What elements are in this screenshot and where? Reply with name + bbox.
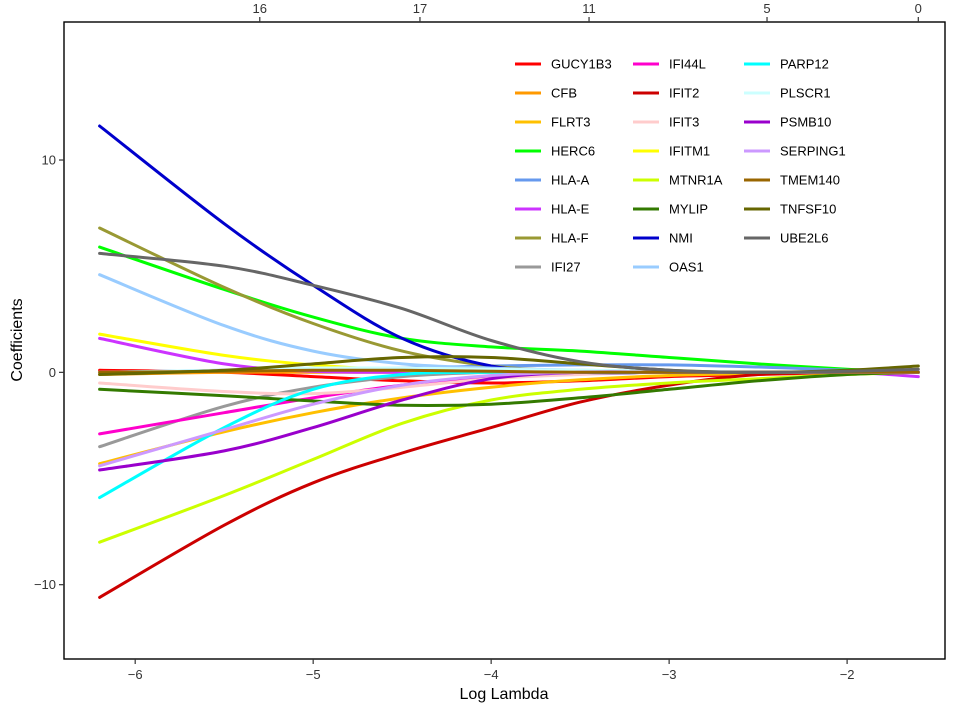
- y-tick-label: −10: [34, 577, 56, 592]
- top-tick-label: 11: [582, 1, 596, 16]
- x-axis-title: Log Lambda: [460, 686, 549, 703]
- series-layer: [98, 124, 920, 599]
- legend-label-ifi44l: IFI44L: [669, 57, 706, 72]
- top-tick-label: 0: [915, 1, 922, 16]
- series-line-ube2l6: [98, 251, 920, 374]
- legend-label-flrt3: FLRT3: [551, 115, 591, 130]
- x-tick-label: −6: [128, 667, 143, 682]
- axis-layer: −6 −5 −4 −3 −2 −10 0 10 16 17 11 5 0: [34, 1, 922, 682]
- legend-label-cfb: CFB: [551, 86, 577, 101]
- x-tick-label: −5: [306, 667, 321, 682]
- y-tick-label: 10: [42, 153, 56, 168]
- top-tick-label: 16: [253, 1, 267, 16]
- y-axis-title: Coefficients: [9, 298, 26, 381]
- legend-label-herc6: HERC6: [551, 144, 595, 159]
- x-tick-label: −4: [484, 667, 499, 682]
- legend-label-ifitm1: IFITM1: [669, 144, 710, 159]
- legend-label-mylip: MYLIP: [669, 202, 708, 217]
- legend-label-oas1: OAS1: [669, 260, 704, 275]
- x-tick-label: −2: [840, 667, 855, 682]
- legend: GUCY1B3 CFB FLRT3 HERC6 HLA-A HLA-E HLA-F IFI27…: [515, 57, 846, 275]
- legend-label-serping1: SERPING1: [780, 144, 846, 159]
- legend-label-tnfsf10: TNFSF10: [780, 202, 836, 217]
- legend-label-psmb10: PSMB10: [780, 115, 831, 130]
- legend-label-gucy1b3: GUCY1B3: [551, 57, 612, 72]
- top-tick-label: 5: [763, 1, 770, 16]
- legend-label-tmem140: TMEM140: [780, 173, 840, 188]
- legend-label-plscr1: PLSCR1: [780, 86, 831, 101]
- series-line-mylip: [98, 370, 920, 408]
- legend-label-ube2l6: UBE2L6: [780, 231, 828, 246]
- legend-label-hla-a: HLA-A: [551, 173, 590, 188]
- legend-label-parp12: PARP12: [780, 57, 829, 72]
- x-tick-label: −3: [662, 667, 677, 682]
- y-tick-label: 0: [49, 365, 56, 380]
- top-tick-label: 17: [413, 1, 427, 16]
- legend-label-hla-f: HLA-F: [551, 231, 589, 246]
- legend-label-ifit3: IFIT3: [669, 115, 699, 130]
- legend-label-nmi: NMI: [669, 231, 693, 246]
- plot-frame: [63, 21, 946, 660]
- legend-label-mtnr1a: MTNR1A: [669, 173, 723, 188]
- legend-label-hla-e: HLA-E: [551, 202, 590, 217]
- legend-label-ifit2: IFIT2: [669, 86, 699, 101]
- legend-label-ifi27: IFI27: [551, 260, 581, 275]
